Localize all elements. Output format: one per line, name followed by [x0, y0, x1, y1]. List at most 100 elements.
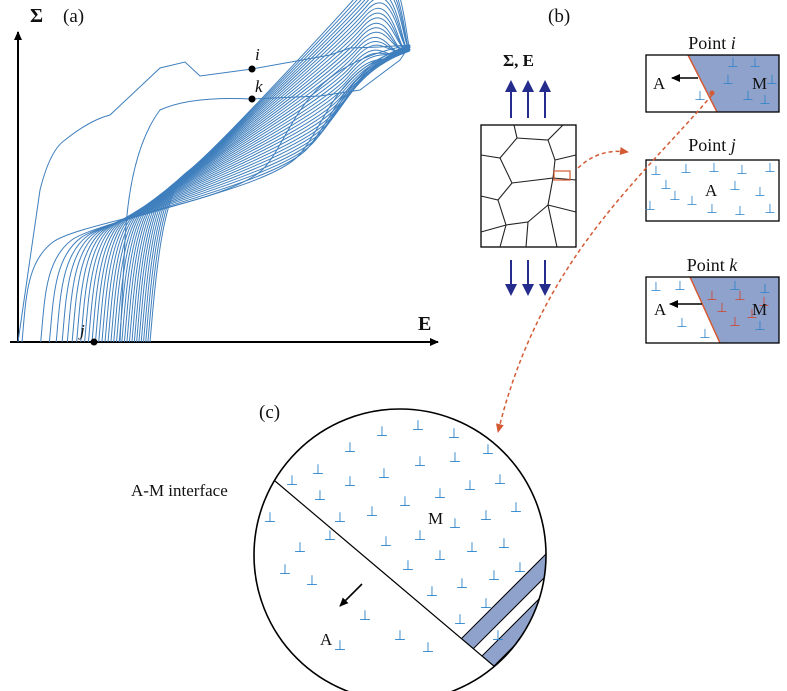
dislocation-symbol: ⊥ [456, 576, 468, 592]
curve-line [121, 31, 411, 343]
dislocation-symbol: ⊥ [686, 194, 697, 209]
curve-line [143, 0, 411, 343]
zoom-arrow-to-box-i [577, 147, 629, 169]
dislocation-symbol: ⊥ [764, 202, 775, 217]
y-axis-label: Σ [30, 5, 43, 27]
interface-point-i [709, 90, 715, 96]
dislocation-symbol: ⊥ [449, 516, 461, 532]
dislocation-symbol: ⊥ [669, 189, 680, 204]
curve-line [55, 44, 411, 343]
dislocation-symbol: ⊥ [306, 573, 318, 589]
curve-line [66, 48, 411, 343]
panel-a-label: (a) [63, 6, 84, 27]
dislocation-symbol: ⊥ [706, 202, 717, 217]
dislocation-symbol: ⊥ [764, 161, 775, 176]
martensite-stripe [512, 409, 546, 691]
curve-line [149, 0, 411, 343]
dislocation-symbol: ⊥ [729, 179, 740, 194]
dislocation-symbol: ⊥ [482, 442, 494, 458]
dislocation-symbol: ⊥ [480, 508, 492, 524]
dislocation-symbol: ⊥ [749, 56, 760, 71]
dislocation-symbol: ⊥ [734, 289, 745, 304]
phase-m-label-i: M [752, 74, 767, 93]
dislocations-c: ⊥⊥⊥⊥ ⊥ ⊥⊥⊥ ⊥⊥ ⊥ ⊥⊥ ⊥⊥ ⊥ ⊥ ⊥⊥ ⊥⊥ ⊥ ⊥⊥⊥ ⊥ ⊥⊥ ⊥ ⊥ ⊥⊥⊥⊥⊥⊥⊥⊥⊥⊥… [264, 418, 526, 656]
dislocation-symbol: ⊥ [378, 466, 390, 482]
x-axis-label: E [418, 313, 431, 335]
curve-line [147, 0, 411, 343]
dislocations-k: ⊥ ⊥ ⊥ ⊥⊥⊥⊥⊥ ⊥⊥ ⊥⊥⊥ [650, 279, 770, 342]
phase-a-label-c: A [320, 630, 333, 649]
dislocation-symbol: ⊥ [706, 289, 717, 304]
dislocation-symbol: ⊥ [422, 640, 434, 656]
dislocation-symbol: ⊥ [448, 426, 460, 442]
point-k-label: k [255, 77, 263, 96]
tensile-arrows-top [505, 80, 551, 118]
dislocation-symbol: ⊥ [334, 510, 346, 526]
dislocation-symbol: ⊥ [414, 528, 426, 544]
point-j-label: j [78, 321, 85, 340]
dislocation-symbol: ⊥ [449, 450, 461, 466]
dislocation-symbol: ⊥ [394, 628, 406, 644]
curve-line [133, 7, 411, 343]
dislocation-symbol: ⊥ [286, 473, 298, 489]
curve-line [116, 41, 411, 343]
dislocation-symbol: ⊥ [380, 534, 392, 550]
dislocation-symbol: ⊥ [650, 280, 661, 295]
panel-c: (c) ⊥⊥⊥⊥ ⊥ ⊥⊥⊥ ⊥⊥ ⊥ ⊥⊥ ⊥⊥ ⊥ ⊥ ⊥⊥ ⊥⊥ ⊥ ⊥⊥⊥ ⊥ ⊥⊥ ⊥ ⊥ ⊥⊥⊥⊥⊥⊥… [131, 400, 787, 691]
dislocation-symbol: ⊥ [674, 279, 685, 294]
dislocation-symbol: ⊥ [759, 282, 770, 297]
curve-line [80, 48, 411, 343]
box-point-j: Point j ⊥ ⊥ ⊥ ⊥ ⊥⊥ ⊥ ⊥⊥⊥ ⊥ ⊥ ⊥⊥ A [644, 135, 780, 222]
curve-line [113, 44, 411, 343]
curve-line [98, 46, 411, 343]
box-point-i: Point i ⊥ ⊥ ⊥ ⊥ ⊥ ⊥ ⊥ A M [645, 33, 780, 113]
curve-line [126, 23, 411, 343]
point-k-dot [248, 95, 256, 103]
zoom-region-marker [553, 170, 571, 181]
dislocation-symbol: ⊥ [376, 424, 388, 440]
curve-line [145, 0, 411, 343]
martensite-stripe [436, 409, 546, 691]
dislocation-symbol: ⊥ [294, 540, 306, 556]
dislocation-symbol: ⊥ [729, 279, 740, 294]
point-i-label: i [255, 45, 260, 64]
polycrystal-sample [480, 124, 577, 248]
dislocation-symbol: ⊥ [498, 536, 510, 552]
panel-b: (b) Σ, E [480, 6, 780, 433]
curve-line [118, 36, 411, 343]
dislocation-symbol: ⊥ [494, 472, 506, 488]
dislocation-symbol: ⊥ [746, 307, 757, 322]
dislocation-symbol: ⊥ [402, 558, 414, 574]
phase-m-label-c: M [428, 509, 443, 528]
dislocation-symbol: ⊥ [708, 161, 719, 176]
dislocation-symbol: ⊥ [264, 510, 276, 526]
dislocation-symbol: ⊥ [734, 204, 745, 219]
stress-strain-curves [17, 0, 411, 343]
dislocation-symbol: ⊥ [314, 488, 326, 504]
box-point-i-title: Point i [688, 33, 736, 53]
dislocation-symbol: ⊥ [729, 315, 740, 330]
dislocation-symbol: ⊥ [480, 596, 492, 612]
dislocation-symbol: ⊥ [680, 162, 691, 177]
dislocation-symbol: ⊥ [742, 89, 753, 104]
dislocations-i: ⊥ ⊥ ⊥ ⊥ ⊥ ⊥ ⊥ [694, 56, 777, 108]
martensite-region-k [690, 277, 779, 343]
curve-line [138, 0, 411, 343]
martensite-stripe [666, 400, 787, 691]
box-point-j-title: Point j [688, 135, 736, 155]
am-interface-line [261, 469, 541, 691]
curve-line [94, 44, 411, 343]
panel-b-label: (b) [548, 6, 570, 27]
dislocation-symbol: ⊥ [454, 612, 466, 628]
curve-line [101, 48, 411, 343]
point-j-dot [90, 338, 98, 346]
dislocation-symbol: ⊥ [344, 474, 356, 490]
dislocation-symbol: ⊥ [434, 548, 446, 564]
dislocation-symbol: ⊥ [464, 478, 476, 494]
dislocation-symbol: ⊥ [650, 164, 661, 179]
curve-line [61, 46, 411, 343]
phase-m-label-k: M [752, 300, 767, 319]
dislocation-symbol: ⊥ [676, 316, 687, 331]
curve-line [91, 48, 411, 343]
